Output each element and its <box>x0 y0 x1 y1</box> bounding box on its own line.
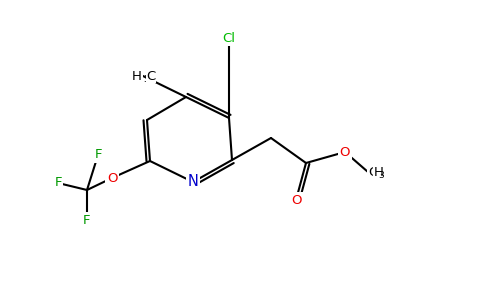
Text: F: F <box>83 214 91 226</box>
Text: 3: 3 <box>378 170 384 179</box>
Text: N: N <box>188 175 198 190</box>
Text: O: O <box>340 146 350 158</box>
Text: Cl: Cl <box>223 32 236 44</box>
Text: C: C <box>368 166 377 178</box>
Text: C: C <box>146 70 156 83</box>
Text: O: O <box>107 172 117 184</box>
Text: H: H <box>374 166 384 178</box>
Text: F: F <box>54 176 62 190</box>
Text: O: O <box>291 194 301 206</box>
Text: F: F <box>94 148 102 161</box>
Text: H: H <box>132 70 142 83</box>
Text: 3: 3 <box>143 74 149 83</box>
